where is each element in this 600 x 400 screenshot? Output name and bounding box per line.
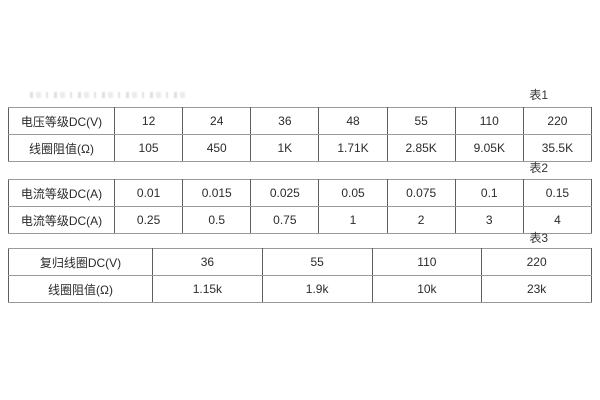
table-cell: 450: [182, 134, 252, 162]
table-cell: 110: [454, 107, 524, 135]
table-cell: 1K: [250, 134, 320, 162]
row-header-cell: 电流等级DC(A): [8, 179, 115, 207]
table-row: 电流等级DC(A) 0.25 0.5 0.75 1 2 3 4: [8, 206, 593, 234]
table-cell: 23k: [481, 275, 592, 303]
table-cell: 10k: [371, 275, 483, 303]
table-cell: 1.9k: [261, 275, 373, 303]
table-cell: 0.01: [113, 179, 184, 207]
table-cell: 0.75: [250, 206, 320, 234]
table-cell: 48: [318, 107, 388, 135]
table-cell: 2: [386, 206, 456, 234]
table-cell: 0.075: [386, 179, 456, 207]
row-header-cell: 线圈阻值(Ω): [8, 134, 115, 162]
table-cell: 1: [318, 206, 388, 234]
table-cell: 4: [522, 206, 593, 234]
table-row: 线圈阻值(Ω) 105 450 1K 1.71K 2.85K 9.05K 35.…: [8, 134, 593, 162]
table1-caption: 表1: [529, 88, 548, 102]
table-cell: 36: [152, 248, 263, 276]
table-cell: 110: [371, 248, 483, 276]
table-cell: 0.025: [250, 179, 320, 207]
table-cell: 0.1: [454, 179, 524, 207]
table3-caption: 表3: [529, 231, 548, 245]
table-cell: 0.015: [182, 179, 252, 207]
table-cell: 0.15: [522, 179, 593, 207]
table2-caption: 表2: [529, 161, 548, 175]
row-header-cell: 电压等级DC(V): [8, 107, 115, 135]
table-cell: 105: [113, 134, 184, 162]
table-cell: 3: [454, 206, 524, 234]
table-cell: 9.05K: [454, 134, 524, 162]
current-grade-table: 电流等级DC(A) 0.01 0.015 0.025 0.05 0.075 0.…: [8, 179, 593, 234]
row-header-cell: 复归线圈DC(V): [8, 248, 153, 276]
table-row: 复归线圈DC(V) 36 55 110 220: [8, 248, 592, 276]
reset-coil-table: 复归线圈DC(V) 36 55 110 220 线圈阻值(Ω) 1.15k 1.…: [8, 248, 592, 303]
row-header-cell: 线圈阻值(Ω): [8, 275, 153, 303]
table-cell: 55: [261, 248, 373, 276]
table-cell: 2.85K: [386, 134, 456, 162]
table-cell: 220: [522, 107, 593, 135]
voltage-grade-table: 电压等级DC(V) 12 24 36 48 55 110 220 线圈阻值(Ω)…: [8, 107, 593, 162]
table-cell: 24: [182, 107, 252, 135]
table-cell: 36: [250, 107, 320, 135]
table-cell: 35.5K: [522, 134, 593, 162]
table-row: 电压等级DC(V) 12 24 36 48 55 110 220: [8, 107, 593, 135]
table-cell: 12: [113, 107, 184, 135]
table-cell: 0.25: [113, 206, 184, 234]
table-row: 线圈阻值(Ω) 1.15k 1.9k 10k 23k: [8, 275, 592, 303]
table-cell: 0.5: [182, 206, 252, 234]
table-row: 电流等级DC(A) 0.01 0.015 0.025 0.05 0.075 0.…: [8, 179, 593, 207]
table-cell: 1.71K: [318, 134, 388, 162]
row-header-cell: 电流等级DC(A): [8, 206, 115, 234]
table-cell: 0.05: [318, 179, 388, 207]
faint-watermark-text: [30, 92, 190, 98]
table-cell: 220: [481, 248, 592, 276]
table-cell: 1.15k: [152, 275, 263, 303]
table-cell: 55: [386, 107, 456, 135]
